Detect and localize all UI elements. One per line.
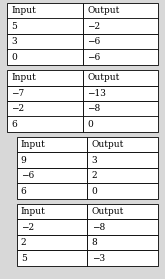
Bar (16, 251, 87, 266)
Text: −8: −8 (87, 104, 100, 113)
Bar (87, 153, 158, 168)
Bar (87, 137, 158, 153)
Text: 9: 9 (21, 156, 27, 165)
Text: 0: 0 (87, 120, 93, 129)
Bar (82, 117, 158, 132)
Text: 0: 0 (92, 187, 98, 196)
Text: 6: 6 (11, 120, 17, 129)
Bar (7, 85, 82, 101)
Bar (16, 235, 87, 251)
Bar (87, 235, 158, 251)
Text: −7: −7 (11, 89, 24, 98)
Bar (7, 70, 82, 85)
Bar (87, 204, 158, 220)
Text: −3: −3 (92, 254, 105, 263)
Bar (82, 49, 158, 65)
Text: −6: −6 (87, 53, 100, 62)
Bar (82, 101, 158, 117)
Bar (87, 220, 158, 235)
Bar (7, 101, 82, 117)
Bar (7, 3, 82, 18)
Text: 8: 8 (92, 238, 98, 247)
Text: 0: 0 (11, 53, 17, 62)
Bar (7, 117, 82, 132)
Text: 2: 2 (21, 238, 26, 247)
Text: Input: Input (21, 140, 46, 149)
Bar (87, 251, 158, 266)
Bar (82, 3, 158, 18)
Bar (16, 184, 87, 199)
Bar (16, 137, 87, 153)
Text: Output: Output (87, 6, 119, 15)
Bar (82, 18, 158, 34)
Bar (87, 168, 158, 184)
Bar (16, 220, 87, 235)
Bar (16, 204, 87, 220)
Text: −8: −8 (92, 223, 105, 232)
Text: −2: −2 (21, 223, 34, 232)
Text: 3: 3 (92, 156, 97, 165)
Bar (7, 18, 82, 34)
Text: Output: Output (92, 140, 124, 149)
Text: Output: Output (92, 207, 124, 216)
Text: 3: 3 (11, 37, 17, 46)
Bar (7, 49, 82, 65)
Text: −6: −6 (21, 171, 34, 180)
Text: Input: Input (11, 6, 36, 15)
Bar (82, 85, 158, 101)
Text: −2: −2 (11, 104, 24, 113)
Bar (7, 34, 82, 49)
Text: 2: 2 (92, 171, 97, 180)
Text: Output: Output (87, 73, 119, 82)
Text: 6: 6 (21, 187, 27, 196)
Text: 5: 5 (21, 254, 27, 263)
Text: 5: 5 (11, 22, 17, 31)
Text: −2: −2 (87, 22, 100, 31)
Bar (82, 34, 158, 49)
Text: Input: Input (21, 207, 46, 216)
Text: Input: Input (11, 73, 36, 82)
Bar (87, 184, 158, 199)
Text: −6: −6 (87, 37, 100, 46)
Bar (82, 70, 158, 85)
Bar (16, 168, 87, 184)
Text: −13: −13 (87, 89, 106, 98)
Bar (16, 153, 87, 168)
